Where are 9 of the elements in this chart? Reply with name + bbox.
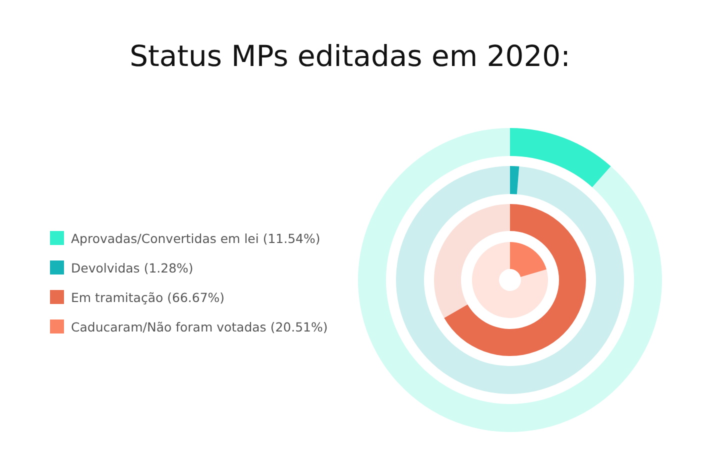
category-label: Devolvidas (71, 260, 140, 276)
category-label: Em tramitação (71, 290, 164, 305)
text: Status MPs editadas em 2020: (130, 39, 570, 73)
data-label: (1.28%) (144, 260, 194, 276)
category-label: Aprovadas/Convertidas em lei (71, 231, 259, 246)
category-label: Caducaram/Não foram votadas (71, 320, 266, 334)
data-label: (66.67%) (167, 290, 225, 305)
data-label: (11.54%) (262, 231, 320, 246)
data-label: (20.51%) (270, 320, 328, 334)
